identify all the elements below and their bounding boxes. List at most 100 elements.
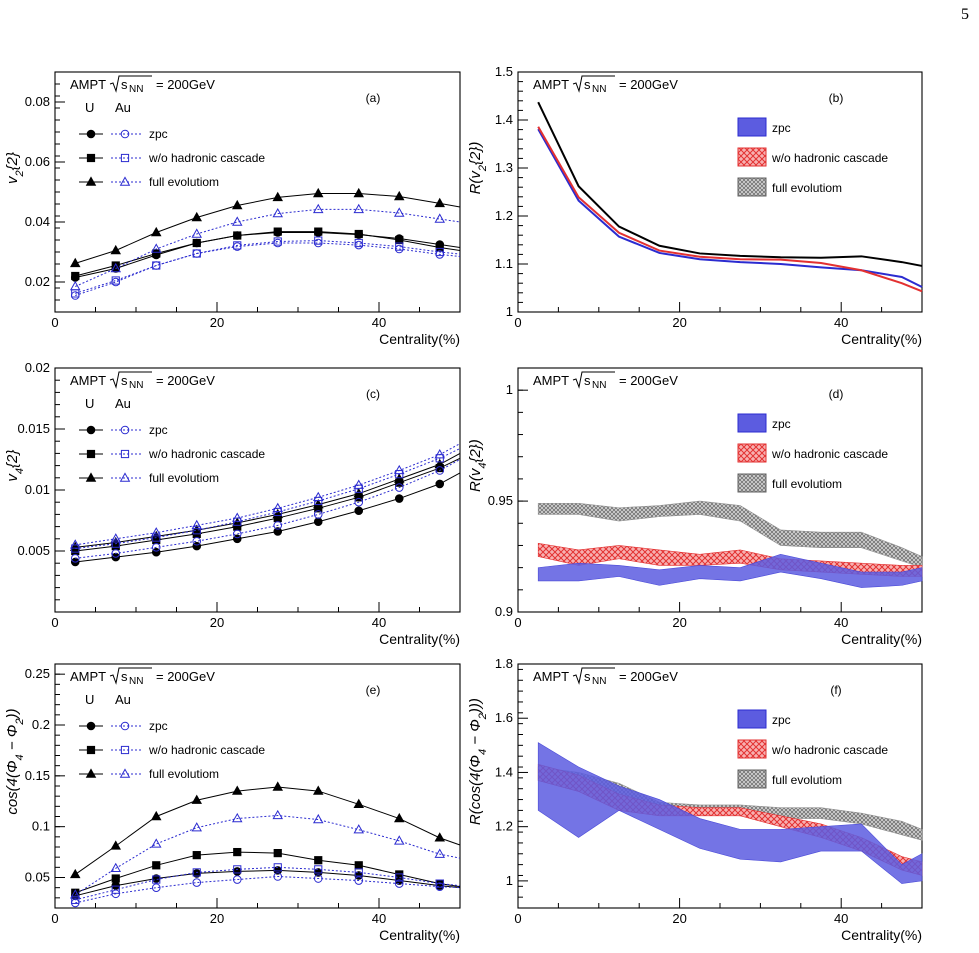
data-point: [151, 883, 161, 892]
data-point: [69, 280, 81, 291]
data-point: [273, 521, 283, 530]
legend-marker-u: [86, 449, 96, 459]
y-axis-label: R(v4{2}): [467, 439, 489, 492]
data-point: [435, 466, 445, 475]
data-point: [272, 207, 284, 218]
data-point: [435, 243, 444, 252]
legend-label: zpc: [772, 417, 791, 431]
legend-marker-au: [120, 745, 130, 755]
series-U-triangle: [69, 781, 461, 879]
series-Au-triangle: [69, 203, 461, 291]
data-point: [393, 835, 405, 845]
x-tick-label: 40: [834, 911, 848, 926]
data-point: [312, 785, 324, 795]
header-sub: NN: [592, 380, 606, 391]
y-axis-label: v2{2}: [4, 152, 26, 184]
data-point: [435, 479, 445, 489]
legend-label: zpc: [149, 423, 168, 437]
series-U-square: [71, 227, 461, 281]
series-U-square: [71, 847, 461, 897]
data-point: [71, 895, 80, 904]
legend-marker-au: [120, 425, 130, 435]
x-tick-label: 20: [672, 315, 686, 330]
legend-label: w/o hadronic cascade: [771, 447, 888, 461]
legend-box-2: [737, 177, 767, 197]
data-point: [272, 781, 284, 791]
data-point: [314, 856, 323, 865]
header-sub: NN: [129, 676, 143, 687]
ratio-line-2: [537, 101, 923, 267]
data-point: [354, 506, 364, 516]
legend-col-au: Au: [115, 396, 131, 411]
header-sub: NN: [592, 84, 606, 95]
series-Au-circle: [70, 459, 461, 563]
legend-label: full evolutiom: [149, 471, 219, 485]
data-point: [231, 216, 243, 226]
x-axis-label: Centrality(%): [841, 331, 922, 347]
y-tick-label: 0.95: [488, 493, 513, 508]
header-suffix: = 200GeV: [156, 669, 215, 684]
y-tick-label: 0.05: [25, 870, 50, 885]
y-tick-label: 1.2: [495, 819, 513, 834]
x-tick-label: 20: [210, 615, 224, 630]
legend-col-au: Au: [115, 100, 131, 115]
data-point: [354, 868, 363, 877]
legend-label: w/o hadronic cascade: [148, 447, 265, 461]
data-point: [434, 213, 446, 223]
panel-d: 0 20 40 0.9 0.95 1 Centrality(%) R(v4{2}) AMPT s N…: [467, 367, 923, 647]
header-sub: NN: [592, 676, 606, 687]
data-point: [110, 862, 122, 873]
legend-col-u: U: [85, 692, 94, 707]
header-prefix: AMPT: [533, 669, 569, 684]
x-axis-label: Centrality(%): [379, 631, 460, 647]
data-point: [69, 257, 81, 268]
legend-box-0: [737, 709, 767, 729]
data-point: [273, 527, 283, 536]
series-line: [75, 443, 461, 546]
y-tick-label: 1: [506, 873, 513, 888]
ratio-line-0: [537, 128, 923, 288]
data-point: [232, 529, 242, 539]
legend-marker-u: [85, 472, 97, 482]
legend-box-1: [737, 443, 767, 463]
y-tick-label: 1.5: [495, 64, 513, 79]
legend-box-2: [737, 473, 767, 493]
y-tick-label: 1.6: [495, 710, 513, 725]
x-tick-label: 20: [210, 911, 224, 926]
data-point: [192, 238, 201, 248]
y-tick-label: 1.1: [495, 256, 513, 271]
data-point: [395, 242, 404, 251]
header-prefix: AMPT: [70, 373, 106, 388]
series-line: [75, 459, 461, 559]
legend-marker-u: [86, 129, 96, 139]
data-point: [152, 875, 161, 884]
sqrt-sign: [572, 75, 615, 93]
y-axis-label: cos(4(Φ4 − Φ2)): [4, 709, 26, 815]
y-tick-label: 0.005: [17, 543, 50, 558]
y-tick-label: 0.04: [25, 214, 50, 229]
x-tick-label: 40: [372, 315, 386, 330]
series-Au-triangle: [69, 809, 461, 899]
data-point: [192, 249, 201, 258]
x-tick-label: 20: [672, 911, 686, 926]
data-point: [354, 497, 364, 507]
legend-col-u: U: [85, 396, 94, 411]
data-point: [313, 517, 323, 527]
data-point: [152, 261, 161, 270]
y-tick-label: 0.1: [32, 819, 50, 834]
legend-box-1: [737, 147, 767, 167]
data-point: [231, 512, 243, 522]
series-U-circle: [70, 472, 461, 567]
data-point: [110, 262, 122, 273]
x-tick-label: 40: [372, 615, 386, 630]
data-point: [69, 889, 81, 899]
data-point: [272, 809, 284, 820]
panel-f: 0 20 40 1 1.2 1.4 1.6 1.8 Centrality(%) R(cos(4(Φ…: [467, 656, 923, 943]
data-point: [353, 488, 365, 498]
data-point: [394, 879, 404, 888]
data-point: [434, 197, 446, 208]
series-line: [75, 866, 461, 901]
panel-label: (a): [366, 91, 381, 105]
header-sub: NN: [129, 84, 143, 95]
x-tick-label: 0: [51, 911, 58, 926]
